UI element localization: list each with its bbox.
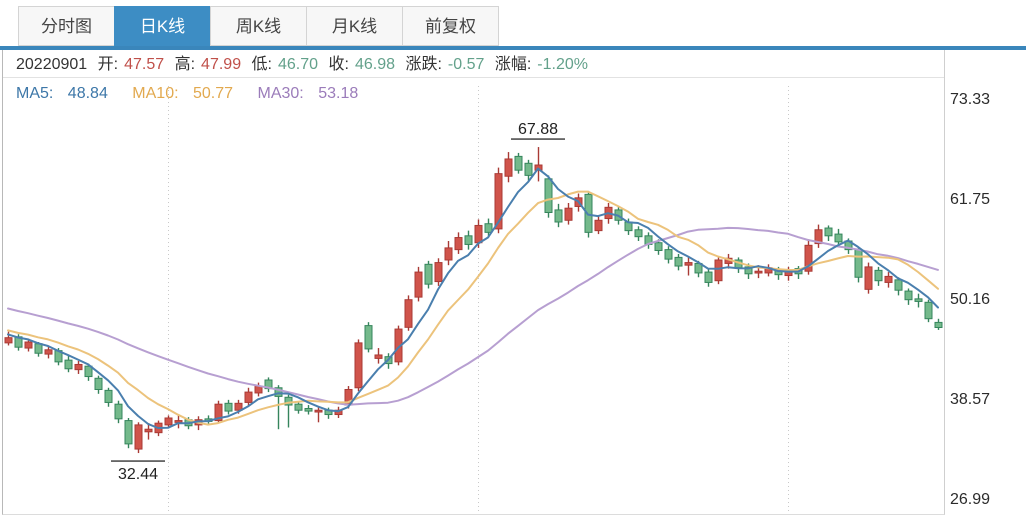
low-value: 46.70 [278,56,319,73]
y-axis-tick: 26.99 [950,491,991,509]
high-label: 高: [174,56,196,73]
period-tabbar: 分时图 日K线 周K线 月K线 前复权 [18,6,499,46]
tabbar-accent-underline [0,46,1026,50]
candles [4,147,943,454]
low-label: 低: [251,56,272,73]
ohlc-info-bar: 20220901 开: 47.57 高: 47.99 低: 46.70 收: 46.98… [3,50,944,78]
y-axis-tick: 38.57 [950,391,991,409]
ma-legend-bar: MA5: 48.84 MA10: 50.77 MA30: 53.18 [3,81,944,107]
chart-panel: 20220901 开: 47.57 高: 47.99 低: 46.70 收: 46.98… [2,50,945,515]
change-pct-label: 涨幅: [494,56,532,73]
tab-weekly-kline[interactable]: 周K线 [210,6,307,46]
close-value: 46.98 [354,56,395,73]
tab-minute-chart[interactable]: 分时图 [18,6,115,46]
ma5-legend: MA5: 48.84 [16,85,108,102]
grid-lines [168,86,789,514]
change-label: 涨跌: [405,56,442,73]
high-annotation: 67.88 [511,121,565,140]
ma10-legend: MA10: 50.77 [132,85,234,102]
tab-monthly-kline[interactable]: 月K线 [306,6,403,46]
kline-chart-canvas[interactable]: 67.88 32.44 [3,50,944,514]
close-label: 收: [328,56,349,73]
ma5-line [7,167,939,429]
open-value: 47.57 [124,56,165,73]
svg-text:32.44: 32.44 [118,466,158,483]
ma30-line [7,226,939,406]
ma10-line [7,190,939,426]
y-axis-tick: 61.75 [950,190,991,208]
high-value: 47.99 [201,56,242,73]
tab-daily-kline[interactable]: 日K线 [114,6,211,46]
trade-date: 20220901 [16,56,88,73]
ma30-legend: MA30: 53.18 [257,85,359,102]
y-axis-tick: 50.16 [950,291,991,309]
low-annotation: 32.44 [111,460,165,483]
tab-forward-adjusted[interactable]: 前复权 [402,6,499,46]
y-axis-tick: 73.33 [950,91,991,108]
change-value: -0.57 [447,56,485,73]
change-pct-value: -1.20% [537,56,588,73]
svg-text:67.88: 67.88 [518,121,558,138]
open-label: 开: [97,56,119,73]
